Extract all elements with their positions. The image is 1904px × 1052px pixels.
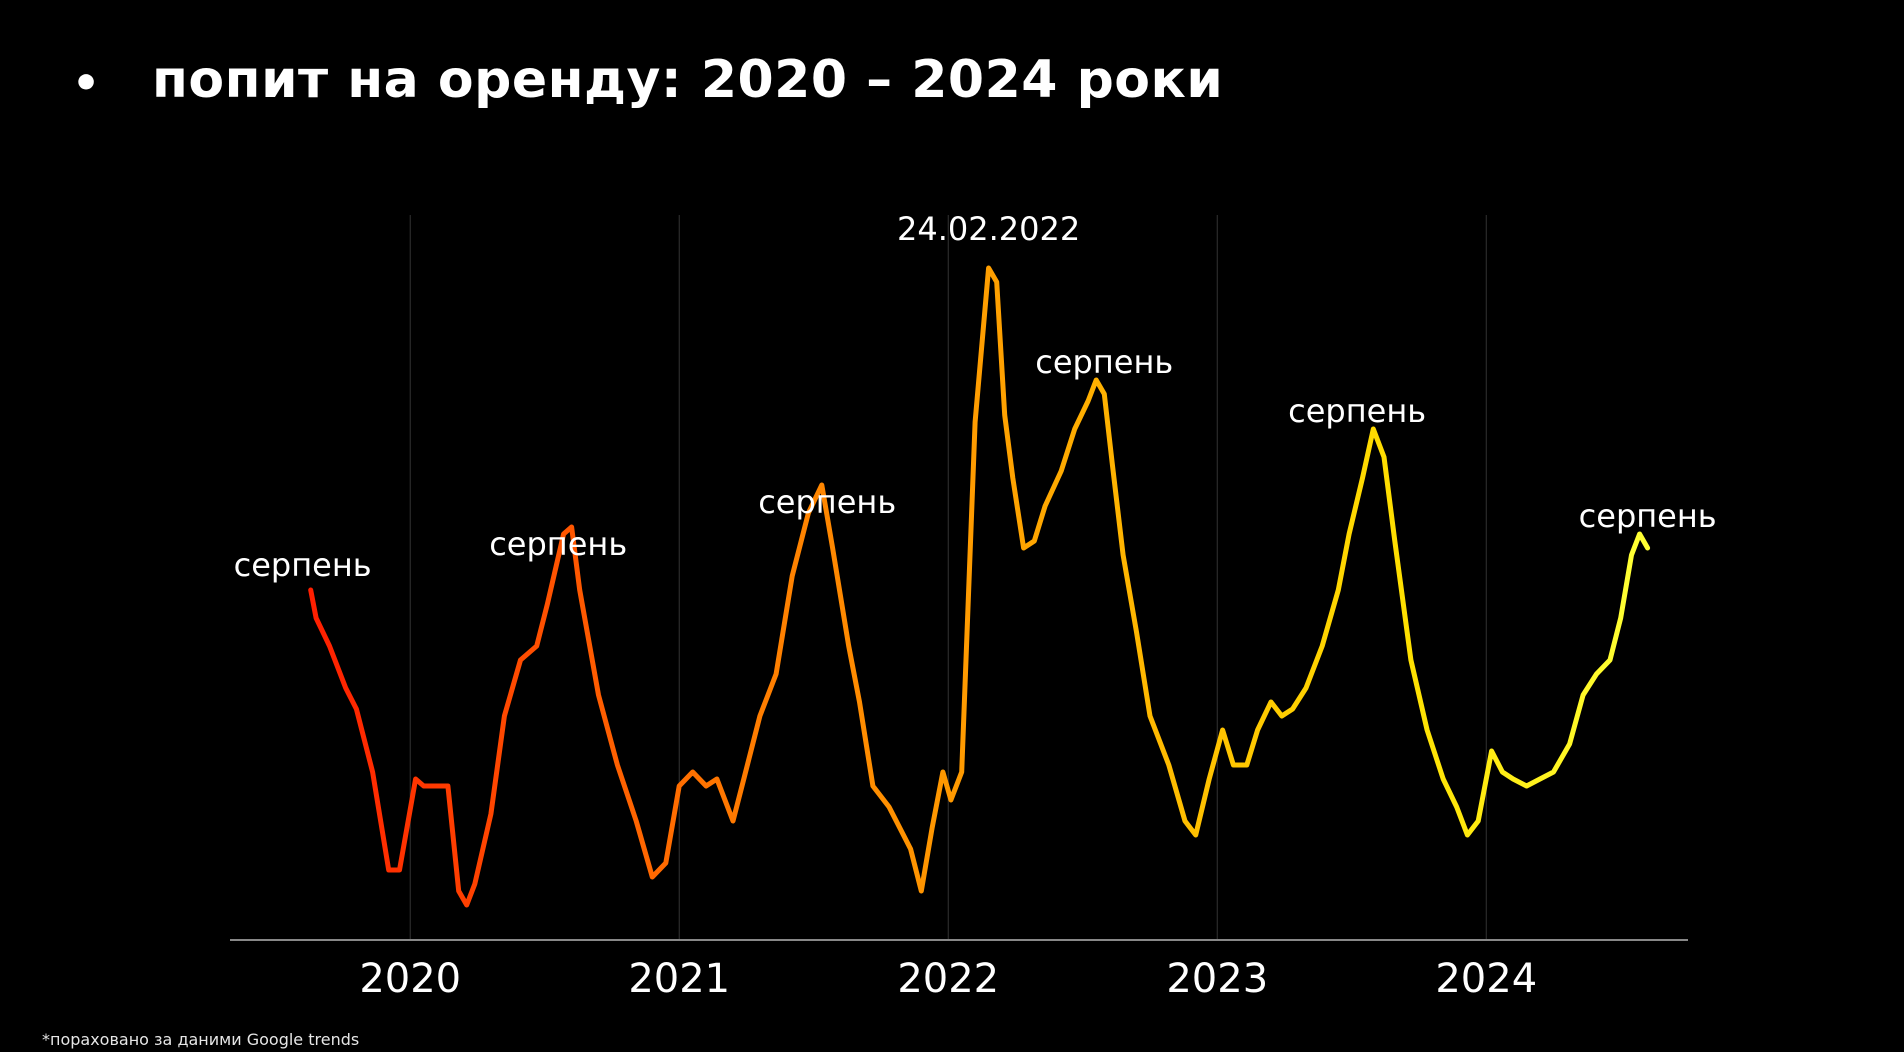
grid-lines — [409, 215, 1487, 940]
x-tick-label-2024: 2024 — [1435, 956, 1537, 1002]
x-tick-label-2021: 2021 — [628, 956, 730, 1002]
page-title: попит на оренду: 2020 – 2024 роки — [152, 50, 1224, 110]
annotation-label-0: серпень — [234, 546, 372, 584]
x-axis-tick-labels: 2020 2021 2022 2023 2024 — [359, 956, 1537, 1002]
demand-series-line — [308, 265, 1651, 908]
annotation-label-4: серпень — [1035, 343, 1173, 381]
annotation-label-3: 24.02.2022 — [897, 210, 1080, 248]
title-bullet: • — [72, 58, 101, 109]
x-tick-label-2022: 2022 — [897, 956, 999, 1002]
x-tick-label-2020: 2020 — [359, 956, 461, 1002]
annotation-label-6: серпень — [1579, 497, 1717, 535]
annotation-label-2: серпень — [758, 483, 896, 521]
annotation-label-5: серпень — [1288, 392, 1426, 430]
annotations: серпень серпень серпень 24.02.2022 серпень се… — [234, 210, 1717, 584]
annotation-label-1: серпень — [489, 525, 627, 563]
x-tick-label-2023: 2023 — [1166, 956, 1268, 1002]
footnote: *пораховано за даними Google trends — [42, 1030, 360, 1049]
